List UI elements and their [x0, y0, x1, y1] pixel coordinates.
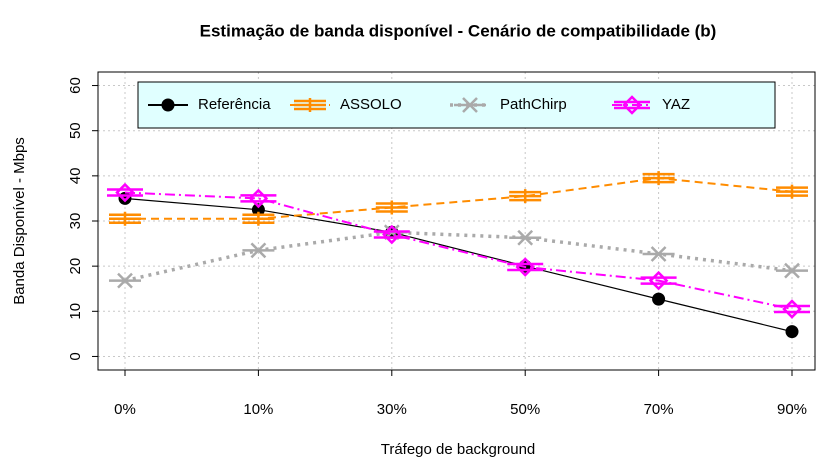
data-point [642, 246, 675, 262]
legend-label: Referência [198, 96, 271, 113]
data-point [785, 325, 799, 339]
y-tick-label: 0 [67, 352, 84, 360]
data-point [507, 257, 544, 277]
data-point [375, 200, 408, 215]
series-line [124, 191, 793, 311]
legend-marker [294, 98, 326, 112]
data-point [642, 171, 675, 186]
y-tick-label: 50 [67, 122, 84, 139]
y-tick-label: 40 [67, 168, 84, 185]
data-point [240, 188, 277, 209]
data-point [776, 262, 808, 279]
chart-title: Estimação de banda disponível - Cenário … [200, 21, 717, 40]
data-point [107, 182, 143, 203]
legend-label: PathChirp [500, 96, 567, 113]
legend-marker [614, 95, 650, 115]
data-point [509, 189, 542, 204]
plot-frame [97, 71, 816, 371]
data-point [640, 270, 677, 291]
series-line [124, 197, 793, 333]
data-point [242, 211, 275, 226]
data-point [509, 229, 542, 246]
y-tick-label: 10 [67, 303, 84, 320]
x-tick-label: 10% [243, 401, 273, 418]
data-point [373, 224, 410, 245]
data-point [109, 211, 141, 226]
data-point [652, 292, 666, 306]
x-tick-label: 90% [777, 401, 807, 418]
x-axis-label: Tráfego de background [381, 441, 536, 458]
legend-marker [161, 98, 175, 112]
data-point [109, 272, 141, 289]
legend-label: ASSOLO [340, 96, 402, 113]
x-tick-label: 70% [644, 401, 674, 418]
data-point [242, 242, 275, 259]
data-point [774, 299, 810, 319]
series-line [125, 177, 793, 220]
series-line [124, 230, 793, 283]
x-tick-label: 0% [114, 401, 136, 418]
data-point [776, 184, 808, 199]
y-tick-label: 30 [67, 213, 84, 230]
y-tick-label: 60 [67, 77, 84, 94]
x-tick-label: 50% [510, 401, 540, 418]
y-tick-label: 20 [67, 258, 84, 275]
y-axis-label: Banda Disponível - Mbps [11, 137, 28, 305]
data-point [118, 191, 132, 205]
x-tick-label: 30% [377, 401, 407, 418]
legend-marker [454, 97, 486, 113]
legend-label: YAZ [662, 96, 690, 113]
